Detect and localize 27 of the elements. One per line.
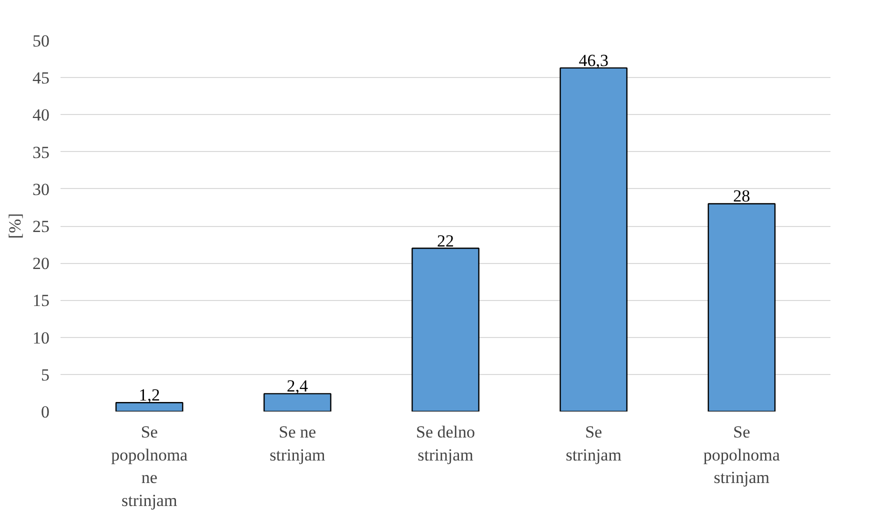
y-tick-label: 15 xyxy=(32,291,50,310)
y-tick-label: 35 xyxy=(32,142,50,162)
x-tick-label: Se popolnoma strinjam xyxy=(703,422,780,488)
bar xyxy=(560,67,628,412)
data-label: 22 xyxy=(437,231,454,250)
bar xyxy=(264,393,332,412)
bar xyxy=(412,248,480,412)
x-tick-label: Se ne strinjam xyxy=(270,422,326,464)
y-tick-label: 5 xyxy=(41,365,50,384)
y-tick-label: 0 xyxy=(41,402,50,422)
x-tick-label: Se delno strinjam xyxy=(416,422,476,464)
bar xyxy=(708,203,776,412)
y-tick-label: 40 xyxy=(32,106,50,125)
y-tick-label: 30 xyxy=(32,180,50,199)
x-tick-label: Se strinjam xyxy=(566,422,622,464)
data-label: 46,3 xyxy=(578,50,608,70)
data-label: 2,4 xyxy=(286,376,309,396)
data-label: 1,2 xyxy=(138,386,160,405)
y-axis-title: [%] xyxy=(6,213,24,239)
bar xyxy=(115,402,184,412)
y-tick-label: 50 xyxy=(32,32,50,50)
data-label: 28 xyxy=(733,186,750,206)
y-tick-label: 25 xyxy=(32,217,50,236)
y-tick-label: 20 xyxy=(32,254,50,274)
y-tick-label: 45 xyxy=(32,68,50,88)
y-tick-label: 10 xyxy=(32,328,50,348)
x-tick-label: Se popolnoma ne strinjam xyxy=(111,422,188,510)
